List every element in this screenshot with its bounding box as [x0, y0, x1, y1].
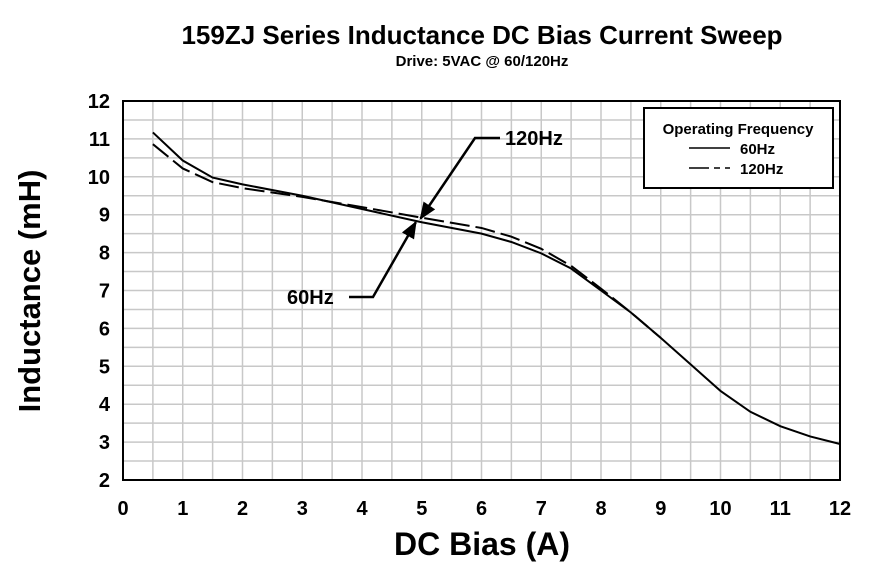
x-tick-label: 2: [237, 498, 248, 520]
annotations: 120Hz 60Hz: [287, 128, 563, 309]
y-tick-label: 9: [99, 205, 110, 227]
x-axis-label: DC Bias (A): [394, 526, 570, 562]
y-tick-label: 6: [99, 318, 110, 340]
annotation-label-120hz: 120Hz: [505, 128, 563, 150]
chart-title: 159ZJ Series Inductance DC Bias Current …: [181, 20, 782, 50]
x-tick-label: 11: [770, 498, 791, 520]
y-tick-label: 11: [89, 129, 110, 151]
x-tick-label: 1: [177, 498, 188, 520]
x-tick-label: 8: [595, 498, 606, 520]
x-tick-label: 5: [416, 498, 427, 520]
legend-box: [643, 107, 834, 189]
x-tick-label: 4: [356, 498, 368, 520]
series-line-60hz: [152, 131, 841, 445]
y-tick-label: 8: [99, 243, 110, 265]
y-tick-label: 5: [99, 356, 110, 378]
plot-frame: [122, 100, 841, 481]
legend-label-120hz: 120Hz: [740, 161, 783, 178]
x-tick-label: 6: [476, 498, 487, 520]
x-tick-label: 9: [655, 498, 666, 520]
y-tick-label: 12: [88, 91, 110, 113]
y-axis-label: Inductance (mH): [12, 170, 47, 413]
legend: Operating Frequency 60Hz 120Hz: [643, 107, 834, 189]
annotation-arrow-60hz: [349, 220, 417, 299]
x-tick-label: 10: [709, 498, 731, 520]
x-tick-label: 12: [829, 498, 851, 520]
x-tick-label: 7: [536, 498, 547, 520]
legend-label-60hz: 60Hz: [740, 141, 775, 158]
x-tick-label: 3: [297, 498, 308, 520]
series-group: [152, 131, 841, 445]
y-tick-label: 2: [99, 470, 110, 492]
y-tick-label: 4: [99, 394, 111, 416]
x-tick-label: 0: [117, 498, 128, 520]
chart-subtitle: Drive: 5VAC @ 60/120Hz: [396, 53, 569, 70]
y-tick-label: 7: [99, 281, 110, 303]
annotation-label-60hz: 60Hz: [287, 287, 334, 309]
legend-title: Operating Frequency: [663, 121, 815, 138]
y-tick-label: 3: [99, 432, 110, 454]
annotation-arrow-120hz: [419, 136, 500, 220]
y-tick-label: 10: [88, 167, 110, 189]
series-line-120hz: [152, 143, 662, 339]
